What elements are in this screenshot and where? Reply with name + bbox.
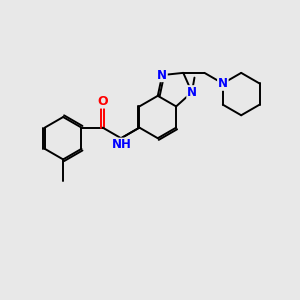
Text: N: N (218, 77, 228, 90)
Text: N: N (157, 69, 167, 82)
Text: O: O (98, 95, 108, 108)
Text: NH: NH (112, 138, 132, 151)
Text: N: N (218, 77, 228, 90)
Text: N: N (187, 86, 197, 99)
